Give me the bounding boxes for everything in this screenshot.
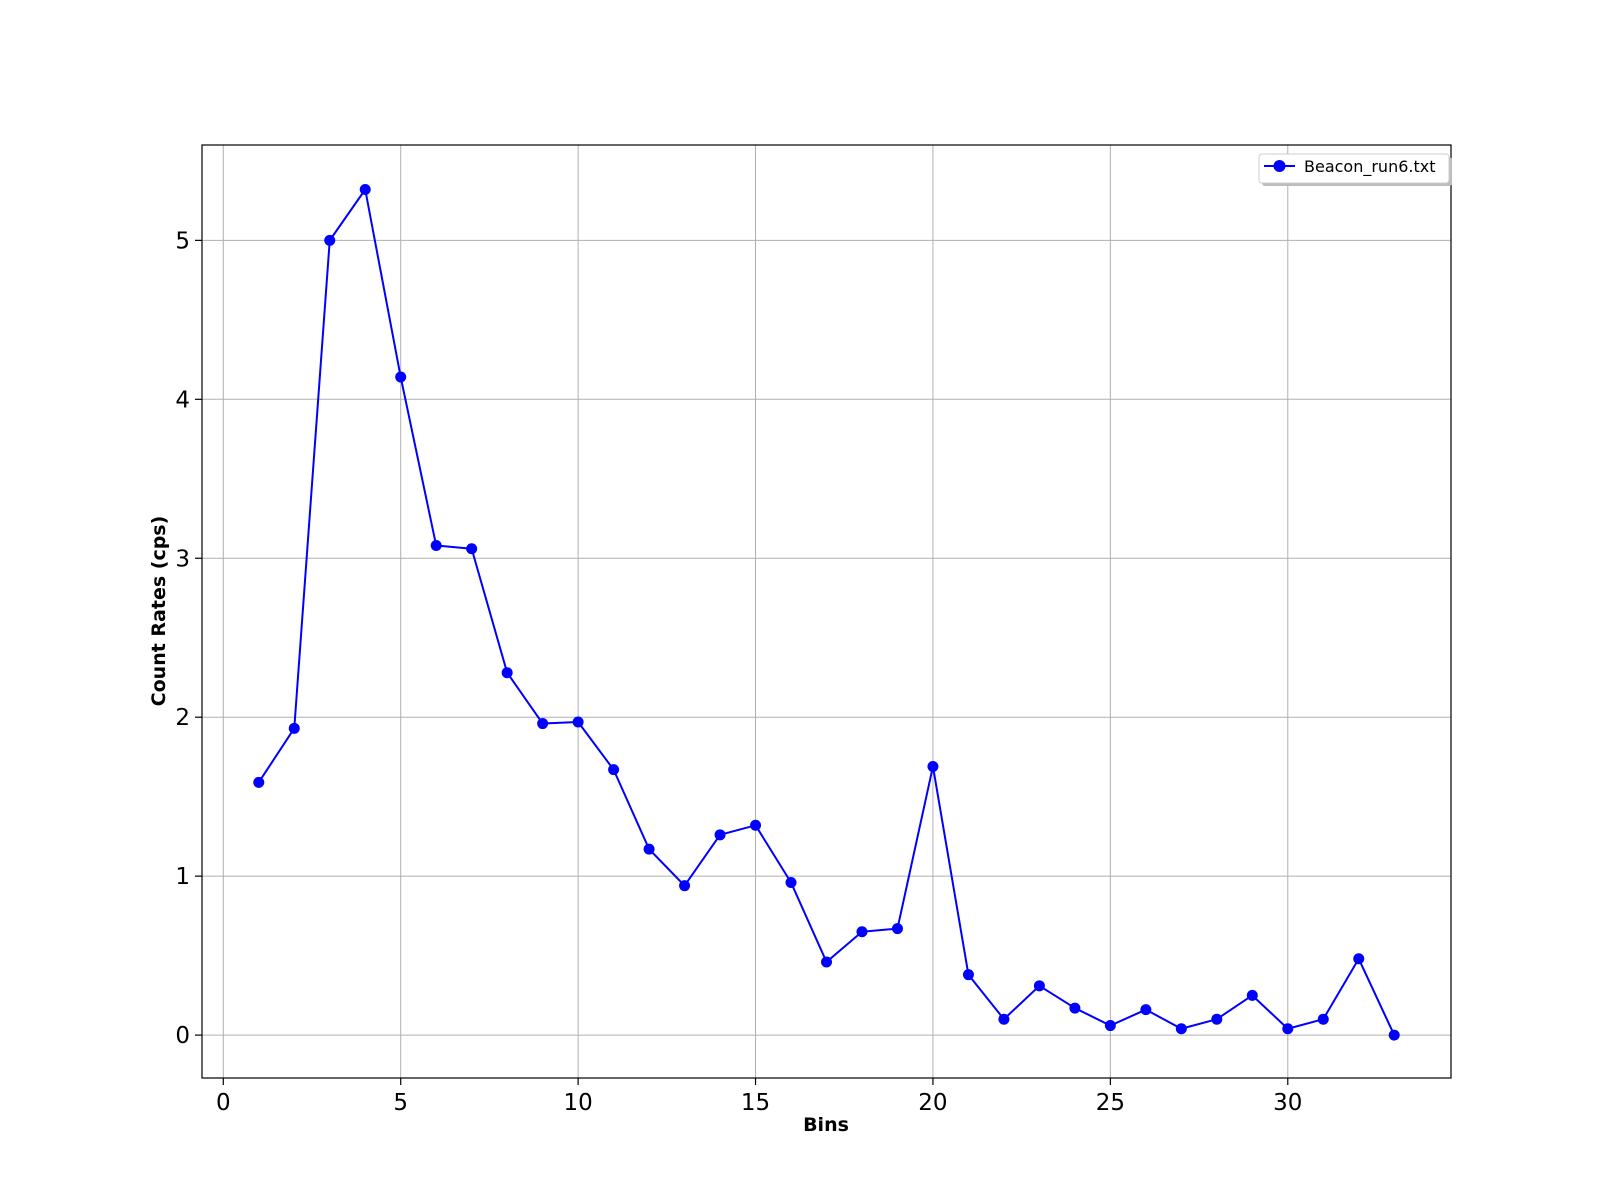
x-tick-label: 20 — [918, 1090, 947, 1116]
data-point — [750, 819, 762, 831]
x-tick-label: 25 — [1096, 1090, 1125, 1116]
data-point — [1282, 1023, 1294, 1035]
data-point — [1140, 1004, 1152, 1016]
data-point — [891, 923, 903, 935]
data-point — [998, 1013, 1010, 1025]
y-tick-label: 2 — [175, 705, 190, 731]
data-point — [395, 371, 407, 383]
x-tick-label: 15 — [741, 1090, 770, 1116]
data-point — [253, 776, 265, 788]
y-tick-label: 5 — [175, 228, 190, 254]
y-tick-label: 3 — [175, 546, 190, 572]
series-line — [257, 188, 1396, 1036]
data-point — [643, 843, 655, 855]
data-point — [537, 718, 549, 730]
x-axis-ticks: 0 5 10 15 20 25 30 — [216, 1078, 1302, 1116]
y-axis-ticks: 0 1 2 3 4 5 — [175, 228, 202, 1049]
legend-label: Beacon_run6.txt — [1304, 157, 1436, 177]
x-tick-label: 0 — [216, 1090, 231, 1116]
data-point — [679, 880, 691, 892]
data-point — [785, 876, 797, 888]
data-point — [608, 764, 620, 776]
data-point — [1388, 1029, 1400, 1041]
data-point — [430, 540, 442, 552]
y-axis-label: Count Rates (cps) — [148, 516, 170, 707]
data-point — [359, 184, 371, 196]
plot-area-frame — [201, 144, 1452, 1079]
data-point — [501, 667, 513, 679]
legend-box — [1258, 153, 1450, 184]
x-axis-label: Bins — [803, 1114, 849, 1136]
y-tick-label: 4 — [175, 387, 190, 413]
y-tick-label: 0 — [175, 1023, 190, 1049]
legend: Beacon_run6.txt — [1258, 153, 1452, 186]
data-point — [1246, 989, 1258, 1001]
data-point — [821, 956, 832, 968]
legend-marker-swatch — [1273, 160, 1286, 172]
x-tick-label: 5 — [393, 1090, 408, 1116]
series-layer — [253, 184, 1400, 1041]
data-point — [1104, 1020, 1116, 1032]
data-point — [1353, 953, 1365, 965]
data-point — [288, 722, 300, 734]
data-point — [466, 543, 478, 555]
x-tick-label: 30 — [1273, 1090, 1302, 1116]
data-point — [1033, 980, 1045, 992]
y-tick-label: 1 — [175, 864, 190, 890]
x-tick-label: 10 — [563, 1090, 592, 1116]
data-point — [1317, 1013, 1329, 1025]
data-point — [714, 829, 726, 841]
data-point — [962, 969, 974, 981]
data-point — [1175, 1023, 1187, 1035]
data-point — [324, 234, 336, 246]
data-point — [1069, 1002, 1081, 1014]
data-point — [572, 716, 584, 728]
data-point — [1211, 1013, 1223, 1025]
data-point — [856, 926, 868, 938]
data-point — [927, 760, 939, 772]
grid-lines — [202, 145, 1451, 1078]
